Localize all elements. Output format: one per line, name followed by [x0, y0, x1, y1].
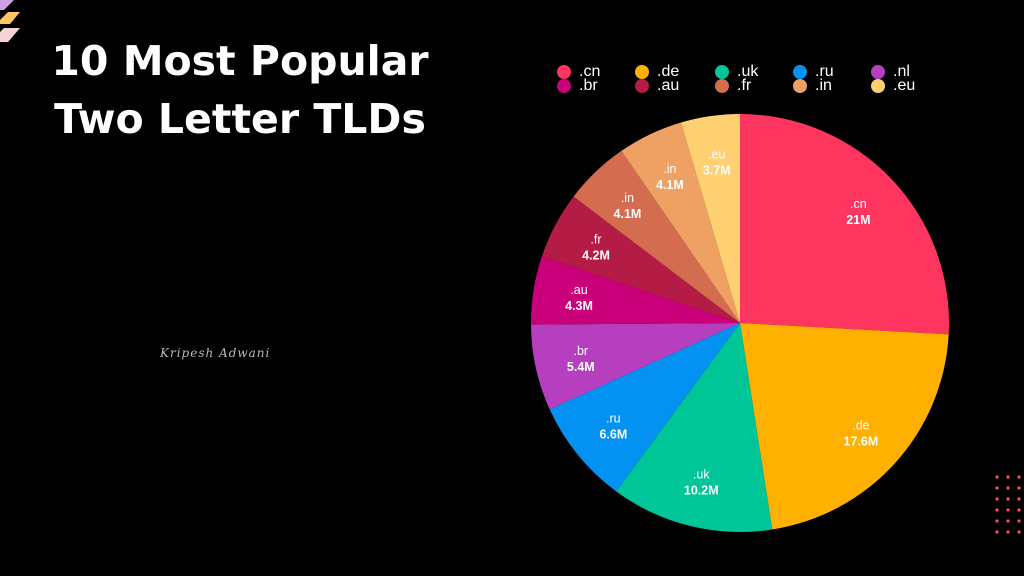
- decor-dot: [1006, 497, 1010, 501]
- slice-label: .fr: [590, 233, 601, 247]
- slice-value-label: 10.2M: [684, 483, 719, 497]
- legend-item: .uk: [715, 63, 758, 81]
- decor-dot: [1017, 475, 1021, 479]
- legend-item: .de: [635, 63, 679, 81]
- decor-stripe-purple: [0, 0, 14, 10]
- slice-value-label: 5.4M: [567, 360, 595, 374]
- legend-swatch: [793, 65, 807, 79]
- slice-label: .ru: [606, 412, 621, 426]
- legend-swatch: [635, 79, 649, 93]
- decor-dot: [1006, 530, 1010, 534]
- legend-item: .au: [635, 77, 679, 95]
- pie-slice: [541, 196, 740, 323]
- legend-label: .br: [579, 77, 598, 94]
- decor-dot: [1017, 530, 1021, 534]
- pie-slice: [616, 323, 773, 532]
- slice-label: .eu: [708, 148, 725, 162]
- decor-dot: [1006, 519, 1010, 523]
- legend-label: .nl: [893, 63, 910, 80]
- decor-stripe-pink: [0, 28, 20, 42]
- slice-label: .cn: [850, 197, 867, 211]
- slice-label: .in: [663, 162, 676, 176]
- legend-label: .au: [657, 77, 680, 94]
- legend-label: .cn: [579, 63, 601, 80]
- dot-grid-decoration: [995, 475, 1021, 534]
- title-line-2: Two Letter TLDs: [54, 95, 426, 143]
- legend-item: .in: [793, 77, 832, 95]
- legend-swatch: [871, 65, 885, 79]
- signature: Kripesh Adwani: [160, 346, 271, 360]
- pie-slice: [531, 323, 740, 410]
- corner-decoration: [0, 0, 20, 42]
- decor-dot: [995, 508, 999, 512]
- slice-value-label: 17.6M: [844, 434, 879, 448]
- legend-item: .eu: [871, 77, 915, 95]
- slice-value-label: 4.1M: [614, 207, 642, 221]
- slice-value-label: 4.3M: [565, 299, 593, 313]
- pie-slice: [621, 122, 740, 323]
- legend-label: .de: [657, 63, 680, 80]
- decor-dot: [995, 530, 999, 534]
- legend-label: .ru: [815, 63, 834, 80]
- legend-item: .cn: [557, 63, 600, 81]
- legend-swatch: [635, 65, 649, 79]
- pie-slice: [740, 323, 949, 530]
- legend-swatch: [715, 79, 729, 93]
- legend-swatch: [793, 79, 807, 93]
- legend-label: .uk: [737, 63, 759, 80]
- slice-value-label: 4.1M: [656, 178, 684, 192]
- pie-slice: [680, 114, 740, 323]
- decor-dot: [1017, 519, 1021, 523]
- slice-label: .au: [570, 283, 587, 297]
- legend-item: .br: [557, 77, 598, 95]
- decor-dot: [995, 475, 999, 479]
- title-line-1: 10 Most Popular: [51, 37, 429, 85]
- pie-slice: [531, 256, 740, 325]
- slice-value-label: 6.6M: [599, 428, 627, 442]
- slice-label: .in: [621, 191, 634, 205]
- pie-slice: [549, 323, 740, 492]
- slice-value-label: 4.2M: [582, 249, 610, 263]
- legend-swatch: [715, 65, 729, 79]
- decor-dot: [995, 519, 999, 523]
- decor-stripe-orange: [0, 12, 20, 24]
- legend-swatch: [557, 65, 571, 79]
- slice-label: .de: [852, 418, 869, 432]
- slice-label: .br: [573, 344, 588, 358]
- legend-item: .ru: [793, 63, 834, 81]
- decor-dot: [1017, 508, 1021, 512]
- decor-dot: [1006, 475, 1010, 479]
- slice-label: .uk: [693, 467, 710, 481]
- slice-value-label: 3.7M: [703, 164, 731, 178]
- decor-dot: [1006, 508, 1010, 512]
- pie-slice: [740, 114, 949, 335]
- decor-dot: [995, 497, 999, 501]
- legend-label: .in: [815, 77, 832, 94]
- legend-label: .eu: [893, 77, 916, 94]
- decor-dot: [1006, 486, 1010, 490]
- chart-title: 10 Most Popular Two Letter TLDs: [20, 32, 460, 148]
- decor-dot: [1017, 486, 1021, 490]
- pie-slice: [573, 150, 740, 323]
- legend-item: .fr: [715, 77, 751, 95]
- legend-label: .fr: [737, 77, 752, 94]
- legend-swatch: [557, 79, 571, 93]
- decor-dot: [1017, 497, 1021, 501]
- legend-swatch: [871, 79, 885, 93]
- legend-item: .nl: [871, 63, 910, 81]
- decor-dot: [995, 486, 999, 490]
- slice-value-label: 21M: [846, 213, 870, 227]
